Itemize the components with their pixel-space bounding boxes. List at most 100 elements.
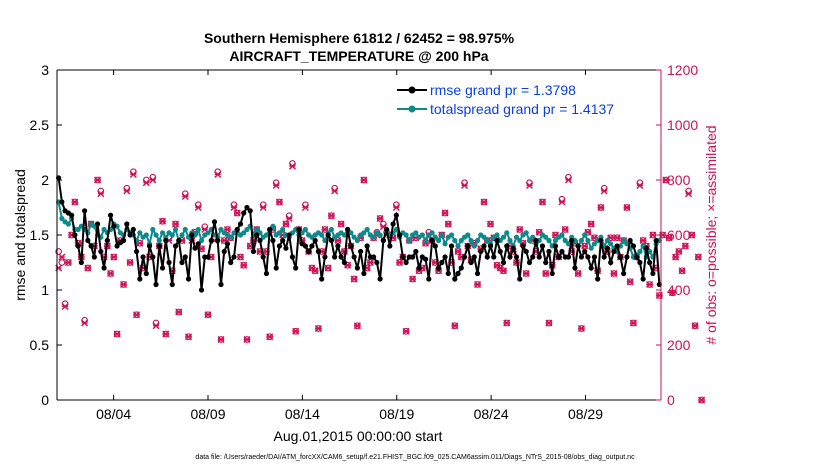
y-tick-label-right: 400 [667,282,691,298]
totalspread-point [241,230,247,236]
obs-assimilated-point [402,327,410,335]
totalspread-point [419,232,425,238]
obs-assimilated-point [243,336,251,343]
obs-assimilated-point [360,176,368,184]
obs-assimilated-point [142,179,150,187]
legend-rmse-marker [408,86,416,94]
rmse-point [364,243,370,249]
rmse-point [523,248,529,255]
rmse-point [504,243,510,249]
obs-assimilated-point [152,322,160,330]
legend-spread-marker [408,105,416,113]
rmse-point [185,276,192,282]
rmse-point [179,259,185,266]
obs-assimilated-point [126,259,134,266]
totalspread-point [565,241,572,247]
rmse-point [156,243,162,249]
totalspread-point [361,230,367,236]
totalspread-point [182,226,188,233]
rmse-point [260,254,266,260]
obs-assimilated-point [275,198,283,206]
obs-assimilated-point [236,253,244,261]
rmse-point [569,237,575,244]
totalspread-point [328,226,334,233]
totalspread-point [254,226,260,233]
obs-assimilated-point [675,248,683,255]
totalspread-point [59,215,65,222]
totalspread-point [500,234,507,240]
totalspread-point [244,226,250,233]
rmse-point [455,270,461,277]
rmse-point [159,265,166,271]
x-tick-label: 08/19 [379,406,414,422]
obs-assimilated-point [662,176,670,184]
totalspread-point [552,237,559,244]
totalspread-point [413,230,419,236]
obs-assimilated-point [181,193,189,200]
obs-assimilated-point [204,311,212,319]
obs-assimilated-point [698,396,706,404]
rmse-point [585,254,591,260]
rmse-point [341,259,347,266]
obs-assimilated-point [623,204,631,211]
totalspread-point [474,237,481,244]
obs-assimilated-point [629,319,637,327]
rmse-point [166,259,172,266]
rmse-point [422,256,429,262]
rmse-point [510,245,516,251]
obs-assimilated-point [350,275,358,283]
rmse-point [442,254,448,260]
rmse-point [429,237,435,244]
rmse-point [182,254,188,260]
totalspread-point [517,237,523,244]
rmse-point [481,243,487,249]
rmse-point [215,237,221,244]
rmse-point [552,243,559,249]
rmse-point [315,248,322,255]
rmse-point [176,237,182,244]
rmse-point [208,237,214,244]
totalspread-point [159,230,166,236]
rmse-point [604,245,611,251]
rmse-point [198,287,205,293]
totalspread-point [546,237,552,244]
obs-assimilated-point [282,220,290,228]
totalspread-point [585,237,591,244]
rmse-point [572,265,578,271]
rmse-point [374,259,380,266]
rmse-point [474,270,481,277]
y-tick-label-right: 200 [667,337,691,353]
rmse-point [296,226,302,233]
rmse-point [520,243,526,249]
rmse-point [146,243,153,249]
rmse-point [400,254,406,260]
obs-assimilated-point [545,319,553,327]
rmse-point [471,254,477,260]
obs-assimilated-point [113,330,121,338]
obs-assimilated-point [444,220,452,228]
obs-assimilated-point [162,330,170,338]
totalspread-point [280,226,286,233]
rmse-point [416,265,422,271]
totalspread-point [608,241,614,247]
obs-assimilated-point [685,190,693,198]
totalspread-point [377,232,383,238]
obs-assimilated-point [626,278,634,286]
rmse-point [348,243,354,249]
obs-assimilated-point [636,182,644,189]
rmse-point [530,254,536,260]
legend-rmse-label: rmse grand pr = 1.3798 [430,82,576,98]
obs-assimilated-point [487,220,495,228]
x-tick-label: 08/29 [568,406,603,422]
x-tick-label: 08/24 [474,406,509,422]
rmse-point [393,212,399,218]
rmse-point [533,237,539,244]
totalspread-point [348,230,354,236]
totalspread-point [481,234,487,240]
rmse-point [643,245,649,251]
obs-assimilated-point [610,270,618,277]
totalspread-point [150,226,156,233]
rmse-point [241,210,247,216]
totalspread-point [351,234,357,240]
totalspread-point [156,237,162,244]
